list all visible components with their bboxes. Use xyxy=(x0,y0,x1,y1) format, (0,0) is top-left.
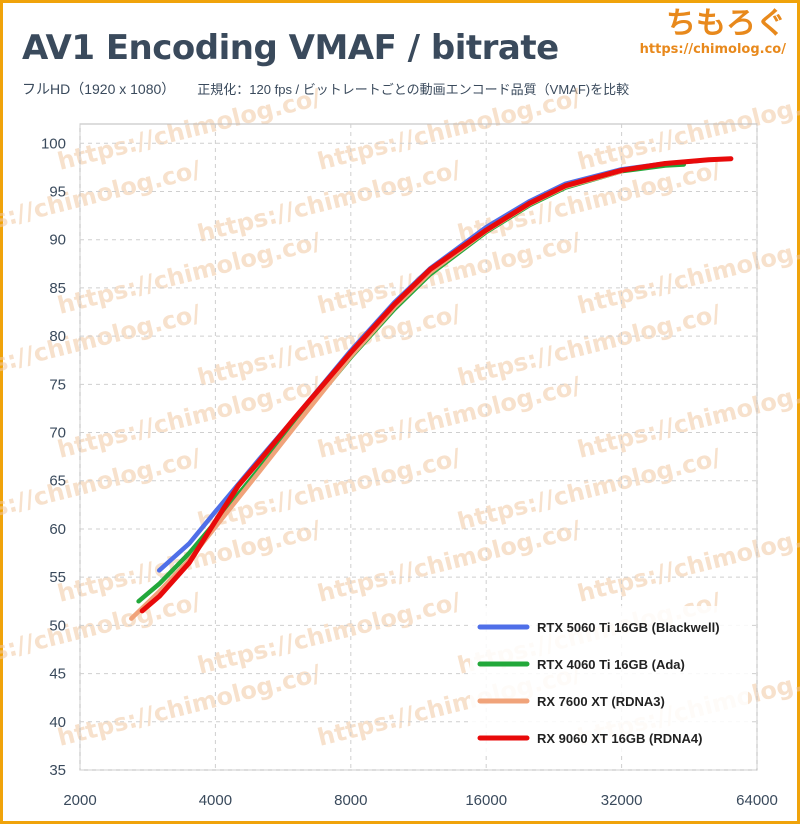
watermark-text: https://chimolog.co/ xyxy=(0,587,204,680)
chart-subtitle: フルHD（1920 x 1080） 正規化：120 fps / ビットレートごとの… xyxy=(22,79,629,99)
watermark-text: https://chimolog.co/ xyxy=(0,443,204,536)
y-tick-label: 60 xyxy=(49,521,66,538)
watermark-text: https://chimolog.co/ xyxy=(0,299,204,392)
subtitle-note: 正規化：120 fps / ビットレートごとの動画エンコード品質（VMAF)を比… xyxy=(197,82,630,97)
x-axis-ticks: 2000 4000 8000 16000 32000 64000 xyxy=(63,792,778,809)
legend-label: RTX 4060 Ti 16GB (Ada) xyxy=(537,657,685,672)
watermark-text: https://chimolog.co/ xyxy=(0,155,204,248)
y-tick-label: 90 xyxy=(49,232,66,249)
y-tick-label: 80 xyxy=(49,328,66,345)
x-tick-label: 64000 xyxy=(736,792,778,809)
x-tick-label: 16000 xyxy=(465,792,507,809)
brand-logo: ちもろぐ https://chimolog.co/ xyxy=(640,6,786,57)
y-tick-label: 70 xyxy=(49,425,66,442)
y-tick-label: 95 xyxy=(49,183,66,200)
subtitle-resolution: フルHD（1920 x 1080） xyxy=(22,81,176,97)
series-layer xyxy=(129,156,734,621)
y-tick-label: 40 xyxy=(49,714,66,731)
y-tick-label: 75 xyxy=(49,376,66,393)
x-tick-label: 2000 xyxy=(63,792,96,809)
brand-name: ちもろぐ xyxy=(666,6,786,41)
legend-label: RX 7600 XT (RDNA3) xyxy=(537,694,665,709)
legend-label: RTX 5060 Ti 16GB (Blackwell) xyxy=(537,620,720,635)
legend: RTX 5060 Ti 16GB (Blackwell) RTX 4060 Ti … xyxy=(470,606,748,756)
legend-label: RX 9060 XT 16GB (RDNA4) xyxy=(537,731,702,746)
x-tick-label: 4000 xyxy=(199,792,232,809)
y-tick-label: 45 xyxy=(49,666,66,683)
legend-box xyxy=(470,606,748,756)
y-tick-label: 65 xyxy=(49,473,66,490)
series-line-4 xyxy=(139,156,734,614)
y-tick-label: 100 xyxy=(41,135,66,152)
chart-title: AV1 Encoding VMAF / bitrate xyxy=(22,28,559,68)
y-tick-label: 50 xyxy=(49,617,66,634)
y-tick-label: 85 xyxy=(49,280,66,297)
y-tick-label: 55 xyxy=(49,569,66,586)
brand-url: https://chimolog.co/ xyxy=(639,42,786,57)
y-tick-label: 35 xyxy=(49,762,66,779)
x-tick-label: 32000 xyxy=(601,792,643,809)
y-axis-ticks: 35 40 45 50 55 60 65 70 75 80 85 90 95 100 xyxy=(41,135,66,779)
x-tick-label: 8000 xyxy=(334,792,367,809)
